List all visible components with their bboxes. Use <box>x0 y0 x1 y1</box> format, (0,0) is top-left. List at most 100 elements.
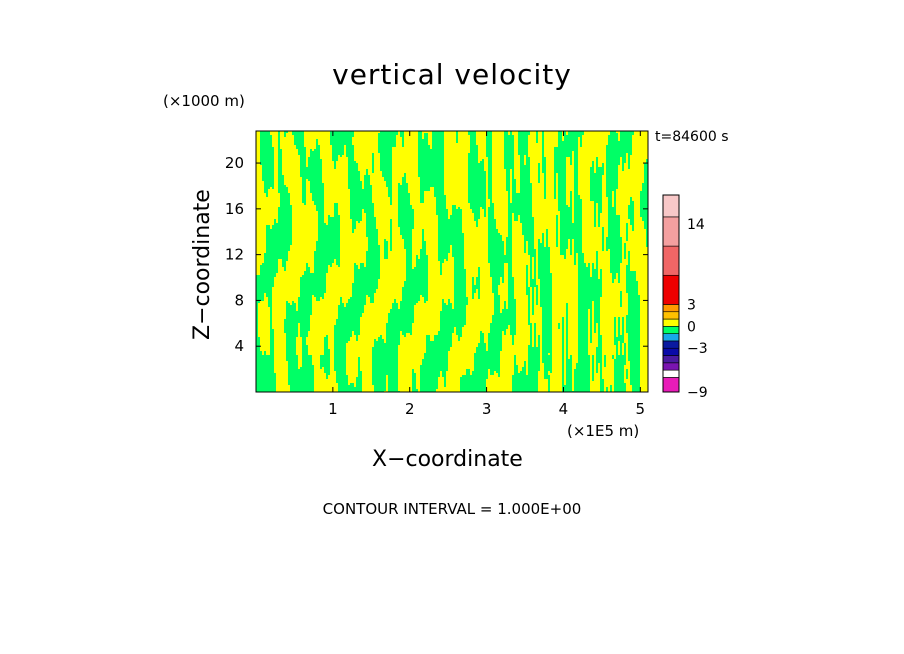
field-cell <box>616 133 618 189</box>
field-cell <box>622 317 624 343</box>
field-cell <box>596 157 598 203</box>
field-cell <box>398 183 400 227</box>
field-cell <box>322 183 324 299</box>
field-cell <box>418 259 420 301</box>
field-cell <box>428 335 430 392</box>
field-cell <box>624 383 626 392</box>
field-cell <box>478 343 480 392</box>
field-cell <box>538 335 540 371</box>
field-cell <box>530 323 532 392</box>
field-cell <box>330 217 332 267</box>
field-cell <box>586 267 588 392</box>
field-cell <box>564 385 566 392</box>
field-cell <box>504 301 506 335</box>
field-cell <box>564 131 566 259</box>
field-cell <box>630 131 632 155</box>
field-cell <box>590 167 592 201</box>
field-cell <box>296 131 298 149</box>
field-cell <box>320 355 322 369</box>
field-cell <box>592 355 594 381</box>
colorbar-segment <box>662 347 680 356</box>
field-cell <box>394 131 396 147</box>
field-cell <box>380 335 382 392</box>
field-cell <box>336 131 338 161</box>
field-cell <box>396 131 398 135</box>
field-cell <box>478 163 480 219</box>
field-cell <box>270 229 272 392</box>
field-cell <box>270 135 272 187</box>
field-cell <box>474 131 476 221</box>
field-cell <box>362 263 364 313</box>
field-cell <box>432 131 434 187</box>
field-cell <box>406 183 408 333</box>
field-cell <box>580 131 582 147</box>
field-cell <box>640 191 642 217</box>
field-cell <box>324 337 326 373</box>
x-unit-label: (×1E5 m) <box>567 422 640 440</box>
field-cell <box>386 323 388 375</box>
field-cell <box>562 317 564 392</box>
field-cell <box>574 369 576 392</box>
field-cell <box>600 167 602 213</box>
field-cell <box>264 351 266 392</box>
field-cell <box>472 277 474 299</box>
field-cell <box>468 153 470 203</box>
field-cell <box>328 215 330 265</box>
field-cell <box>512 277 514 345</box>
field-cell <box>568 359 570 392</box>
field-cell <box>422 359 424 392</box>
field-cell <box>524 165 526 253</box>
field-cell <box>518 193 520 215</box>
field-cell <box>300 367 302 392</box>
field-cell <box>542 233 544 363</box>
field-cell <box>422 139 424 203</box>
field-cell <box>440 311 442 371</box>
field-cell <box>614 131 616 279</box>
field-cell <box>598 167 600 227</box>
colorbar-tick-label: 3 <box>687 297 696 313</box>
field-cell <box>594 269 596 333</box>
field-cell <box>426 335 428 392</box>
field-cell <box>258 337 260 392</box>
field-cell <box>350 383 352 392</box>
field-cell <box>304 147 306 205</box>
field-cell <box>400 131 402 137</box>
field-cell <box>266 225 268 297</box>
field-cell <box>358 269 360 335</box>
field-cell <box>258 275 260 303</box>
field-cell <box>482 159 484 209</box>
field-cell <box>514 179 516 221</box>
field-cell <box>298 131 300 155</box>
field-cell <box>476 277 478 289</box>
field-cell <box>370 185 372 303</box>
field-cell <box>284 319 286 333</box>
field-cell <box>390 309 392 392</box>
field-cell <box>526 265 528 295</box>
field-cell <box>420 131 422 203</box>
field-cell <box>326 335 328 379</box>
field-cell <box>476 347 478 392</box>
field-cell <box>642 183 644 221</box>
field-cell <box>532 279 534 315</box>
colorbar-segment <box>662 340 680 349</box>
field-cell <box>404 173 406 249</box>
field-cell <box>470 375 472 392</box>
field-cell <box>466 297 468 305</box>
field-cell <box>512 375 514 392</box>
field-cell <box>348 385 350 392</box>
field-cell <box>460 209 462 337</box>
field-cell <box>522 367 524 392</box>
field-cell <box>620 131 622 157</box>
field-cell <box>412 209 414 229</box>
field-cell <box>528 157 530 255</box>
field-cell <box>400 185 402 235</box>
field-cell <box>294 303 296 392</box>
field-cell <box>320 159 322 297</box>
field-cell <box>312 365 314 392</box>
field-cell <box>482 333 484 392</box>
field-cell <box>434 335 436 392</box>
field-cell <box>272 329 274 392</box>
velocity-field <box>256 131 648 392</box>
field-cell <box>558 323 560 329</box>
field-cell <box>622 131 624 171</box>
